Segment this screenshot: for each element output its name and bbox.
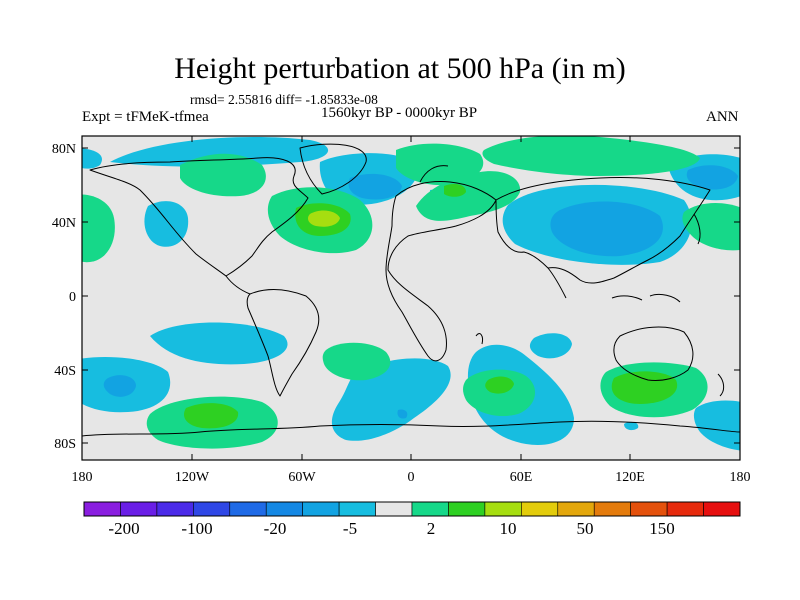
contour-fields <box>82 136 740 451</box>
colorbar-box <box>193 501 231 517</box>
lat-label-40s: 40S <box>54 364 76 379</box>
colorbar-box <box>666 501 704 517</box>
colorbar-frame <box>83 501 741 517</box>
lon-label-180-left: 180 <box>72 470 93 485</box>
colorbar-box <box>703 501 741 517</box>
field-mid-blue <box>103 165 738 419</box>
colorbar-box <box>630 501 668 517</box>
cbar-label-minus200: -200 <box>108 519 139 538</box>
colorbar-box <box>521 501 559 517</box>
coastlines <box>82 143 740 437</box>
lat-ticks <box>82 147 740 444</box>
cbar-label-minus20: -20 <box>264 519 287 538</box>
stats-line: rmsd= 2.55816 diff= -1.85833e-08 <box>190 92 378 107</box>
plot-title: Height perturbation at 500 hPa (in m) <box>174 52 626 85</box>
lat-labels: 80N 40N 0 40S 80S <box>52 142 76 452</box>
lat-label-80s: 80S <box>54 437 76 452</box>
experiment-label: Expt = tFMeK-tfmea <box>82 109 209 125</box>
colorbar-labels: -200 -100 -20 -5 2 10 50 150 <box>108 519 674 538</box>
lat-label-80n: 80N <box>52 142 76 157</box>
lon-label-120w: 120W <box>175 470 210 485</box>
period-label: 1560kyr BP - 0000kyr BP <box>321 105 478 121</box>
lon-label-180-right: 180 <box>730 470 751 485</box>
lon-label-120e: 120E <box>615 470 645 485</box>
field-yellow-green <box>308 210 340 227</box>
colorbar-box <box>83 501 121 517</box>
season-label: ANN <box>706 109 739 125</box>
colorbar-box <box>302 501 340 517</box>
lat-label-0: 0 <box>69 290 76 305</box>
colorbar-box <box>411 501 449 517</box>
cbar-label-minus5: -5 <box>343 519 357 538</box>
colorbar <box>83 501 741 517</box>
colorbar-box <box>484 501 522 517</box>
colorbar-box <box>120 501 158 517</box>
lon-label-0: 0 <box>408 470 415 485</box>
lon-ticks <box>191 136 631 460</box>
colorbar-box <box>557 501 595 517</box>
cbar-label-2: 2 <box>427 519 436 538</box>
colorbar-box <box>448 501 486 517</box>
colorbar-box <box>156 501 194 517</box>
lon-labels: 180 120W 60W 0 60E 120E 180 <box>72 470 751 485</box>
cbar-label-50: 50 <box>577 519 594 538</box>
colorbar-box <box>593 501 631 517</box>
cbar-label-10: 10 <box>500 519 517 538</box>
colorbar-box <box>338 501 376 517</box>
cbar-label-minus100: -100 <box>181 519 212 538</box>
lon-label-60e: 60E <box>510 470 533 485</box>
lon-label-60w: 60W <box>288 470 316 485</box>
cbar-label-150: 150 <box>649 519 675 538</box>
colorbar-box <box>265 501 303 517</box>
lat-label-40n: 40N <box>52 216 76 231</box>
colorbar-box <box>229 501 267 517</box>
colorbar-box <box>375 501 413 517</box>
